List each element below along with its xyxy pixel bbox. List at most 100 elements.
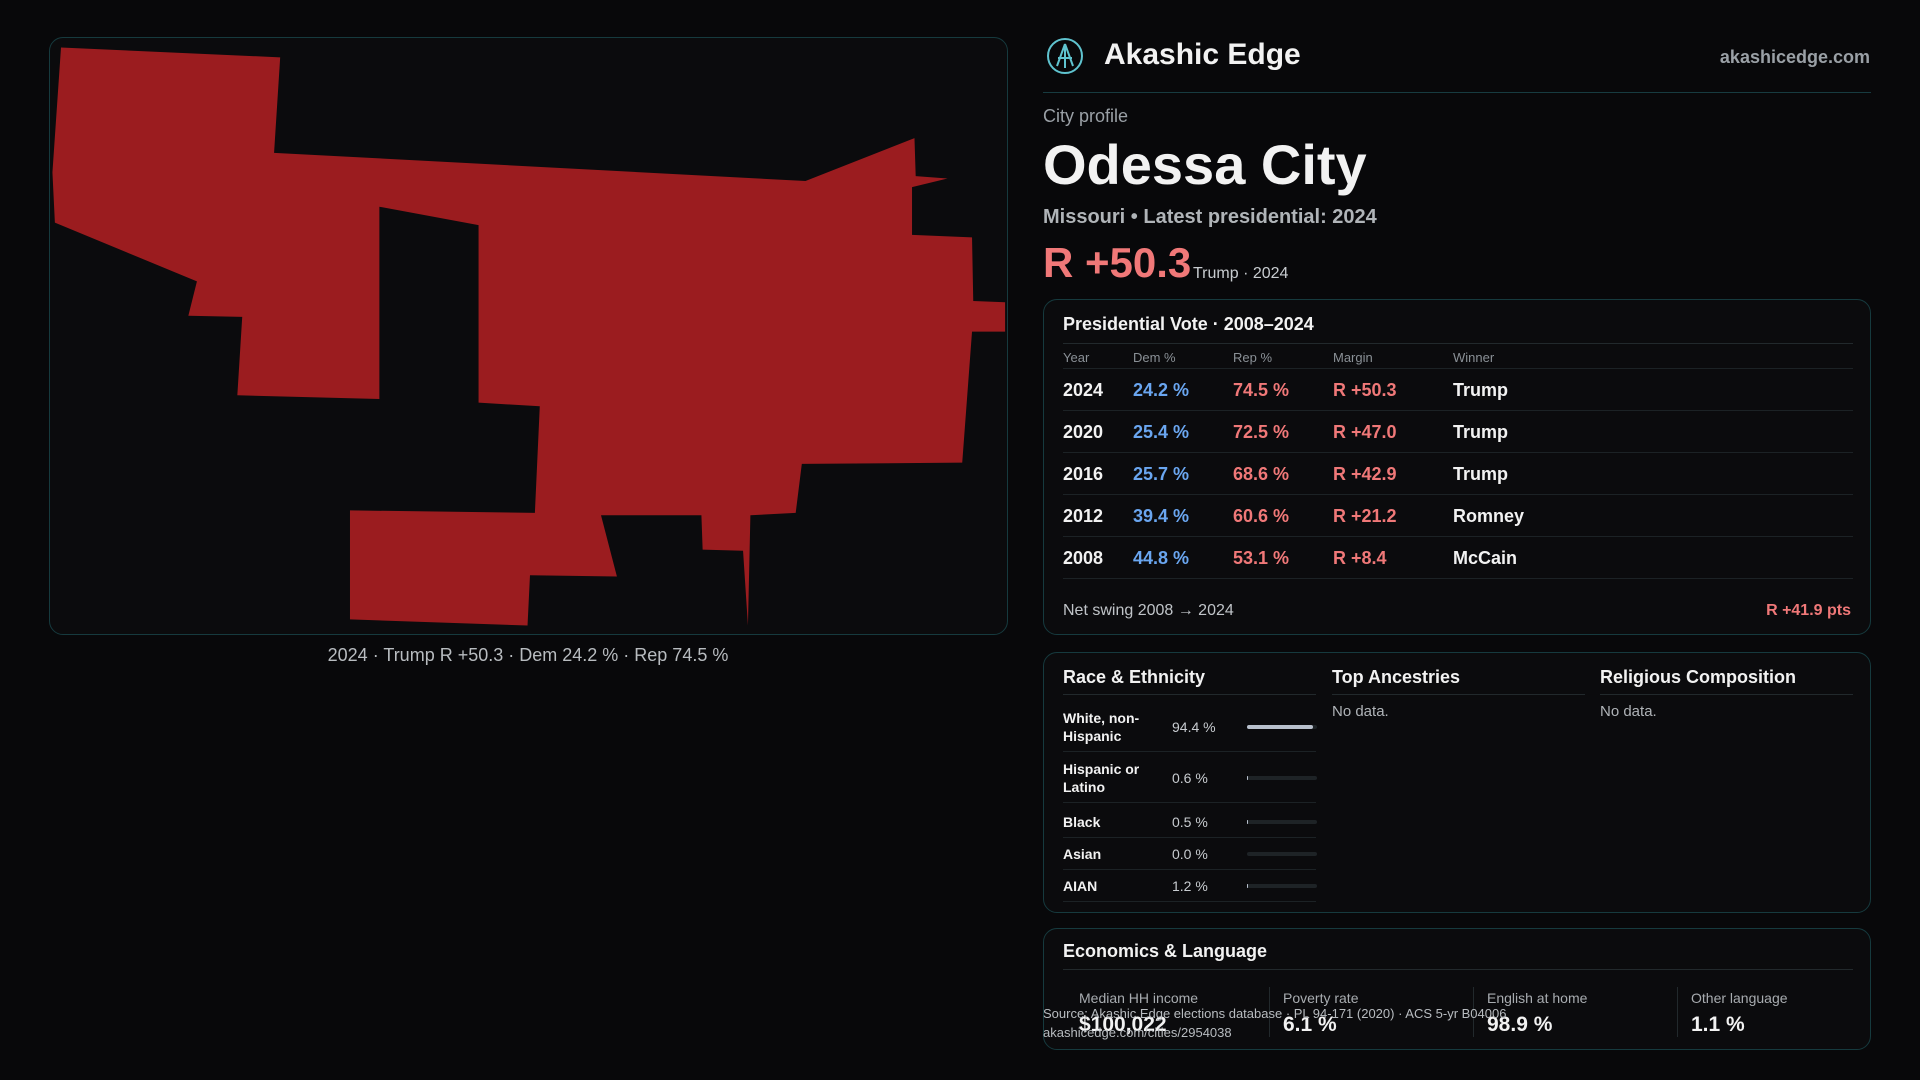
table-cell: 60.6 %: [1233, 506, 1290, 526]
table-cell: 25.7 %: [1133, 464, 1190, 484]
table-cell: 74.5 %: [1233, 380, 1290, 400]
bar: [1247, 884, 1248, 888]
divider: [1473, 987, 1474, 1037]
divider: [1269, 987, 1270, 1037]
table-cell: 44.8 %: [1133, 548, 1190, 568]
row-rule: [1063, 869, 1316, 870]
ancestries-title: Top Ancestries: [1332, 667, 1461, 687]
table-cell: 68.6 %: [1233, 464, 1290, 484]
column-header: Winner: [1453, 350, 1495, 365]
table-cell: 39.4 %: [1133, 506, 1190, 526]
table-cell: R +47.0: [1333, 422, 1397, 442]
table-cell: 2020: [1063, 422, 1104, 442]
table-cell: 2012: [1063, 506, 1104, 526]
subtitle: Missouri • Latest presidential: 2024: [1043, 206, 1377, 228]
stat-value: 6.1 %: [1283, 1013, 1337, 1036]
stat-value: 98.9 %: [1487, 1013, 1553, 1036]
table-cell: Trump: [1453, 464, 1509, 484]
race-label: White, non-Hispanic: [1063, 710, 1140, 744]
headline-margin: R +50.3: [1043, 239, 1192, 286]
table-cell: 2008: [1063, 548, 1104, 568]
table-cell: 53.1 %: [1233, 548, 1290, 568]
bar: [1247, 725, 1314, 729]
kicker: City profile: [1043, 106, 1129, 126]
table-cell: 2024: [1063, 380, 1104, 400]
bar-track: [1247, 820, 1317, 824]
source: Source: Akashic Edge elections database …: [1043, 1006, 1507, 1021]
race-value: 0.0 %: [1172, 846, 1208, 862]
map-panel: [49, 37, 1008, 635]
column-header: Year: [1063, 350, 1090, 365]
logo: [1047, 38, 1083, 74]
row-rule: [1063, 410, 1853, 411]
row-rule: [1063, 901, 1316, 902]
table-cell: Trump: [1453, 422, 1509, 442]
rule: [1600, 694, 1853, 695]
map-caption: 2024 · Trump R +50.3 · Dem 24.2 % · Rep …: [327, 645, 729, 665]
race-label: Black: [1063, 814, 1101, 830]
religion-title: Religious Composition: [1600, 667, 1796, 687]
brand-url[interactable]: akashicedge.com: [1719, 47, 1870, 67]
race-value: 0.5 %: [1172, 814, 1208, 830]
source-url[interactable]: akashicedge.com/cities/2954038: [1043, 1025, 1232, 1040]
margin-note: Trump · 2024: [1193, 265, 1289, 282]
stat-label: Other language: [1691, 990, 1788, 1006]
city-title: Odessa City: [1043, 133, 1367, 196]
column-header: Margin: [1333, 350, 1373, 365]
table-cell: 25.4 %: [1133, 422, 1190, 442]
race-value: 1.2 %: [1172, 878, 1208, 894]
column-header: Rep %: [1233, 350, 1273, 365]
table-cell: R +42.9: [1333, 464, 1397, 484]
bar-track: [1247, 776, 1317, 780]
row-rule: [1063, 751, 1316, 752]
stat-value: 1.1 %: [1691, 1013, 1745, 1036]
row-rule: [1063, 536, 1853, 537]
race-label: AIAN: [1063, 878, 1098, 894]
row-rule: [1063, 578, 1853, 579]
table-cell: 72.5 %: [1233, 422, 1290, 442]
row-rule: [1063, 802, 1316, 803]
stat-value: $100,022: [1079, 1013, 1167, 1036]
stat-label: Median HH income: [1079, 990, 1199, 1006]
race-title: Race & Ethnicity: [1063, 667, 1206, 687]
table-cell: McCain: [1453, 548, 1518, 568]
ancestries-empty: No data.: [1332, 703, 1389, 720]
race-label: Hispanic or Latino: [1063, 761, 1140, 795]
swing-value: R +41.9 pts: [1766, 602, 1851, 619]
economics-panel: Economics & Language Median HH income $10…: [1043, 928, 1871, 1050]
row-rule: [1063, 494, 1853, 495]
row-rule: [1063, 837, 1316, 838]
vote-title: Presidential Vote · 2008–2024: [1063, 314, 1314, 334]
table-cell: 2016: [1063, 464, 1104, 484]
brand-name: Akashic Edge: [1104, 38, 1301, 71]
economics-title: Economics & Language: [1063, 941, 1268, 961]
race-label: Asian: [1063, 846, 1102, 862]
bar-track: [1247, 852, 1317, 856]
header-rule: [1043, 92, 1871, 93]
table-cell: R +50.3: [1333, 380, 1397, 400]
city-boundary: [52, 47, 1006, 626]
religion-empty: No data.: [1600, 703, 1657, 720]
demographics-panel: Race & Ethnicity Top Ancestries No data.…: [1043, 652, 1871, 913]
rule: [1063, 343, 1853, 344]
table-cell: Trump: [1453, 380, 1509, 400]
table-cell: 24.2 %: [1133, 380, 1190, 400]
vote-panel: Presidential Vote · 2008–2024 Net swing …: [1043, 299, 1871, 635]
stat-label: English at home: [1487, 990, 1588, 1006]
race-value: 94.4 %: [1172, 719, 1216, 735]
table-cell: R +8.4: [1333, 548, 1387, 568]
divider: [1677, 987, 1678, 1037]
column-header: Dem %: [1133, 350, 1176, 365]
table-cell: R +21.2: [1333, 506, 1397, 526]
row-rule: [1063, 452, 1853, 453]
row-rule: [1063, 368, 1853, 369]
race-value: 0.6 %: [1172, 770, 1208, 786]
stat-label: Poverty rate: [1283, 990, 1359, 1006]
rule: [1063, 694, 1316, 695]
map: [52, 47, 1006, 626]
rule: [1063, 969, 1853, 970]
bar-track: [1247, 884, 1317, 888]
table-cell: Romney: [1453, 506, 1525, 526]
